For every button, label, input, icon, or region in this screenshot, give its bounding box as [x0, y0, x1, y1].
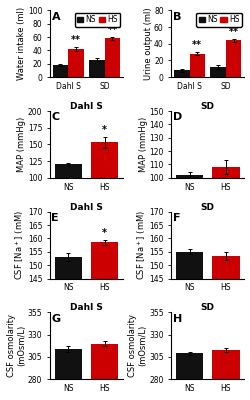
Text: *: *: [102, 125, 106, 135]
Bar: [212, 350, 238, 400]
Bar: [90, 142, 118, 244]
Bar: [225, 40, 240, 77]
Y-axis label: CSF osmolarity
(mOsm/L): CSF osmolarity (mOsm/L): [128, 314, 147, 377]
Bar: [88, 60, 104, 77]
Bar: [104, 38, 120, 77]
Y-axis label: CSF [Na$^+$] (mM): CSF [Na$^+$] (mM): [14, 210, 26, 280]
Bar: [68, 49, 84, 77]
Text: C: C: [51, 112, 59, 122]
Bar: [90, 344, 118, 400]
Legend: NS, HS: NS, HS: [196, 13, 241, 26]
Text: A: A: [51, 12, 60, 22]
Text: E: E: [51, 213, 59, 223]
Title: Dahl S: Dahl S: [70, 304, 102, 312]
Y-axis label: Water intake (ml): Water intake (ml): [18, 7, 26, 80]
Y-axis label: CSF [Na$^+$] (mM): CSF [Na$^+$] (mM): [134, 210, 147, 280]
Bar: [175, 354, 202, 400]
Text: **: **: [192, 40, 202, 50]
Y-axis label: MAP (mmHg): MAP (mmHg): [18, 117, 26, 172]
Text: **: **: [107, 25, 117, 35]
Bar: [212, 167, 238, 311]
Y-axis label: MAP (mmHg): MAP (mmHg): [138, 117, 147, 172]
Bar: [175, 175, 202, 311]
Y-axis label: CSF osmolarity
(mOsm/L): CSF osmolarity (mOsm/L): [7, 314, 26, 377]
Y-axis label: Urine output (ml): Urine output (ml): [143, 8, 152, 80]
Bar: [210, 67, 225, 77]
Text: *: *: [102, 228, 106, 238]
Bar: [189, 54, 204, 77]
Title: SD: SD: [200, 304, 214, 312]
Title: Dahl S: Dahl S: [70, 102, 102, 111]
Text: H: H: [172, 314, 181, 324]
Bar: [173, 70, 189, 77]
Bar: [54, 257, 82, 400]
Bar: [90, 242, 118, 400]
Text: D: D: [172, 112, 181, 122]
Title: SD: SD: [200, 203, 214, 212]
Title: SD: SD: [200, 102, 214, 111]
Text: **: **: [228, 27, 238, 37]
Bar: [54, 164, 82, 244]
Bar: [54, 349, 82, 400]
Bar: [175, 252, 202, 400]
Title: Dahl S: Dahl S: [70, 203, 102, 212]
Bar: [212, 256, 238, 400]
Text: F: F: [172, 213, 180, 223]
Legend: NS, HS: NS, HS: [74, 13, 120, 26]
Text: B: B: [172, 12, 180, 22]
Text: **: **: [71, 35, 81, 45]
Text: G: G: [51, 314, 60, 324]
Bar: [52, 65, 68, 77]
